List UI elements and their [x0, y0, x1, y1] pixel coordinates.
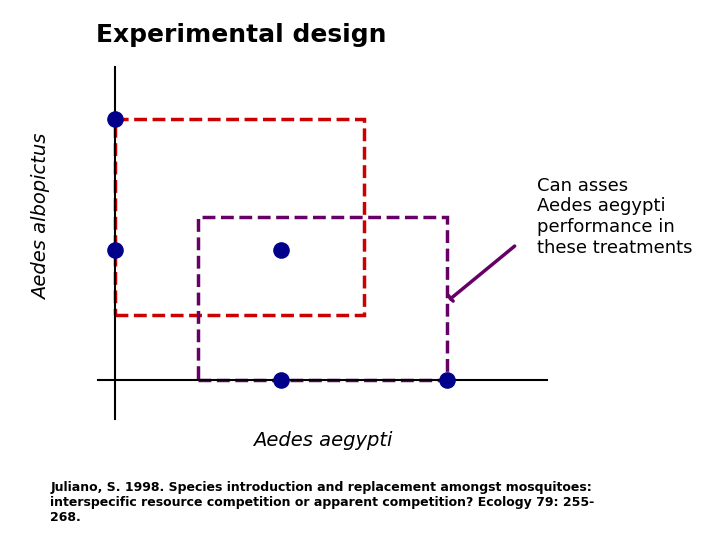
Text: Aedes aegypti: Aedes aegypti — [253, 431, 392, 450]
Text: Can asses
Aedes aegypti
performance in
these treatments: Can asses Aedes aegypti performance in t… — [536, 177, 692, 257]
Text: Juliano, S. 1998. Species introduction and replacement amongst mosquitoes:
inter: Juliano, S. 1998. Species introduction a… — [50, 481, 595, 524]
Bar — [198, 217, 447, 380]
Text: Aedes albopictus: Aedes albopictus — [32, 134, 51, 300]
Point — [275, 375, 287, 384]
Point — [109, 245, 120, 254]
Point — [275, 245, 287, 254]
Bar — [114, 119, 364, 315]
Point — [441, 375, 453, 384]
Text: Experimental design: Experimental design — [96, 23, 386, 47]
Point — [109, 115, 120, 124]
